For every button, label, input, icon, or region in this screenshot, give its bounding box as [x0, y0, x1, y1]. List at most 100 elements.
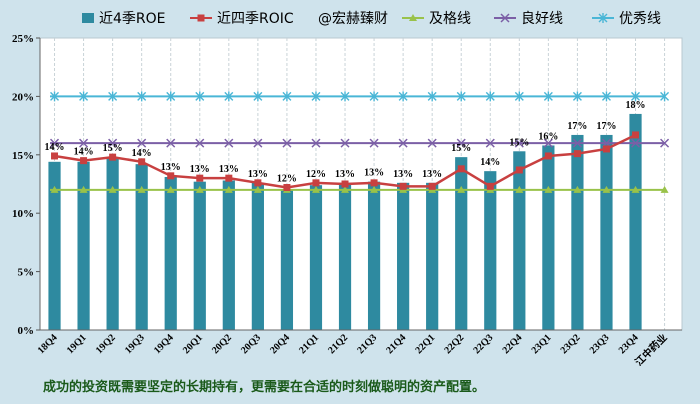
pass-marker [108, 185, 117, 193]
data-label: 13% [335, 169, 355, 180]
roic-point [196, 174, 204, 182]
good-marker [572, 138, 582, 148]
y-tick-label: 25% [12, 33, 34, 45]
data-label: 15% [103, 143, 123, 154]
x-tick-label: 22Q3 [472, 332, 496, 356]
excellent-marker [253, 91, 263, 102]
roe-bar [513, 151, 526, 330]
good-marker [543, 138, 553, 148]
good-marker [311, 138, 321, 148]
data-label: 12% [277, 174, 297, 185]
roe-bar [484, 171, 497, 330]
roe-bar [77, 161, 90, 330]
roic-point [51, 152, 59, 160]
roe-bar [426, 182, 439, 330]
x-tick-label: 22Q1 [413, 332, 437, 356]
good-marker [398, 138, 408, 148]
x-tick-label: 23Q1 [530, 332, 554, 356]
roic-point [399, 182, 407, 190]
roe-bar [193, 181, 206, 330]
roe-bar [571, 134, 584, 330]
x-tick-label: 21Q2 [326, 332, 350, 356]
footer-caption: 成功的投资既需要坚定的长期持有，更需要在合适的时刻做聪明的资产配置。 [43, 379, 485, 395]
roe-bar [455, 157, 468, 330]
roe-bar [251, 182, 264, 330]
excellent-marker [195, 91, 205, 102]
data-label: 18% [626, 100, 646, 111]
data-label: 13% [422, 169, 442, 180]
excellent-marker [166, 91, 176, 102]
pass-marker [253, 185, 262, 193]
y-tick-label: 15% [12, 150, 34, 162]
legend-swatch-roe [82, 13, 94, 23]
roic-point [486, 182, 494, 190]
good-marker [514, 138, 524, 148]
x-tick-label: 20Q1 [181, 332, 205, 356]
excellent-marker [427, 91, 437, 102]
excellent-marker [543, 91, 553, 102]
roe-bar [367, 181, 381, 330]
x-tick-label: 23Q3 [588, 332, 612, 356]
excellent-marker [485, 91, 495, 102]
x-tick-label: 19Q1 [65, 332, 89, 356]
legend-label: 近四季ROIC [217, 11, 294, 27]
good-marker [137, 138, 147, 148]
y-tick-label: 10% [12, 208, 34, 220]
legend-label: 及格线 [429, 11, 471, 27]
pass-marker [515, 185, 524, 193]
excellent-marker [311, 91, 321, 102]
pass-marker [79, 185, 88, 193]
good-marker [630, 138, 641, 148]
excellent-marker [224, 91, 234, 102]
excellent-marker [369, 91, 379, 102]
pass-marker [311, 185, 320, 193]
roe-bar [309, 185, 323, 330]
data-label: 12% [306, 169, 326, 180]
good-marker [108, 138, 118, 148]
roic-point [370, 179, 378, 187]
roic-point [428, 182, 436, 190]
x-tick-label: 23Q4 [617, 332, 641, 356]
x-tick-label: 18Q4 [36, 332, 60, 356]
roic-point [80, 157, 88, 165]
roic-point [167, 172, 175, 180]
data-label: 14% [480, 157, 500, 168]
x-tick-label: 20Q2 [210, 332, 234, 356]
x-tick-label: 21Q3 [355, 332, 379, 356]
good-marker [79, 138, 89, 148]
roic-point [515, 166, 523, 174]
roic-point [341, 180, 349, 188]
pass-marker [660, 185, 669, 193]
data-label: 14% [74, 147, 94, 158]
excellent-marker [514, 91, 524, 102]
excellent-marker [282, 91, 292, 102]
pass-marker [631, 185, 640, 193]
good-marker [195, 138, 205, 148]
pass-marker [602, 185, 611, 193]
roe-bar [106, 158, 119, 330]
y-tick-label: 5% [18, 267, 35, 279]
watermark-text: @宏赫臻财 [318, 11, 388, 27]
data-label: 17% [596, 121, 616, 132]
y-tick-label: 20% [12, 91, 34, 103]
pass-marker [137, 185, 146, 193]
x-tick-label: 19Q2 [94, 332, 118, 356]
data-label: 15% [509, 137, 529, 148]
data-label: 14% [132, 148, 152, 159]
data-label: 13% [393, 169, 413, 180]
data-label: 14% [45, 142, 65, 153]
roe-bar [397, 182, 410, 330]
roe-bar [48, 161, 61, 330]
legend-label: 良好线 [521, 11, 563, 27]
y-tick-label: 0% [18, 325, 35, 337]
data-label: 17% [567, 121, 587, 132]
x-tick-label: 20Q4 [268, 332, 292, 356]
data-label: 13% [364, 168, 384, 179]
excellent-marker [79, 91, 89, 102]
roic-point [312, 179, 320, 187]
data-label: 13% [190, 164, 210, 175]
good-marker [427, 138, 437, 148]
roic-point [225, 174, 233, 182]
excellent-marker [660, 91, 670, 102]
